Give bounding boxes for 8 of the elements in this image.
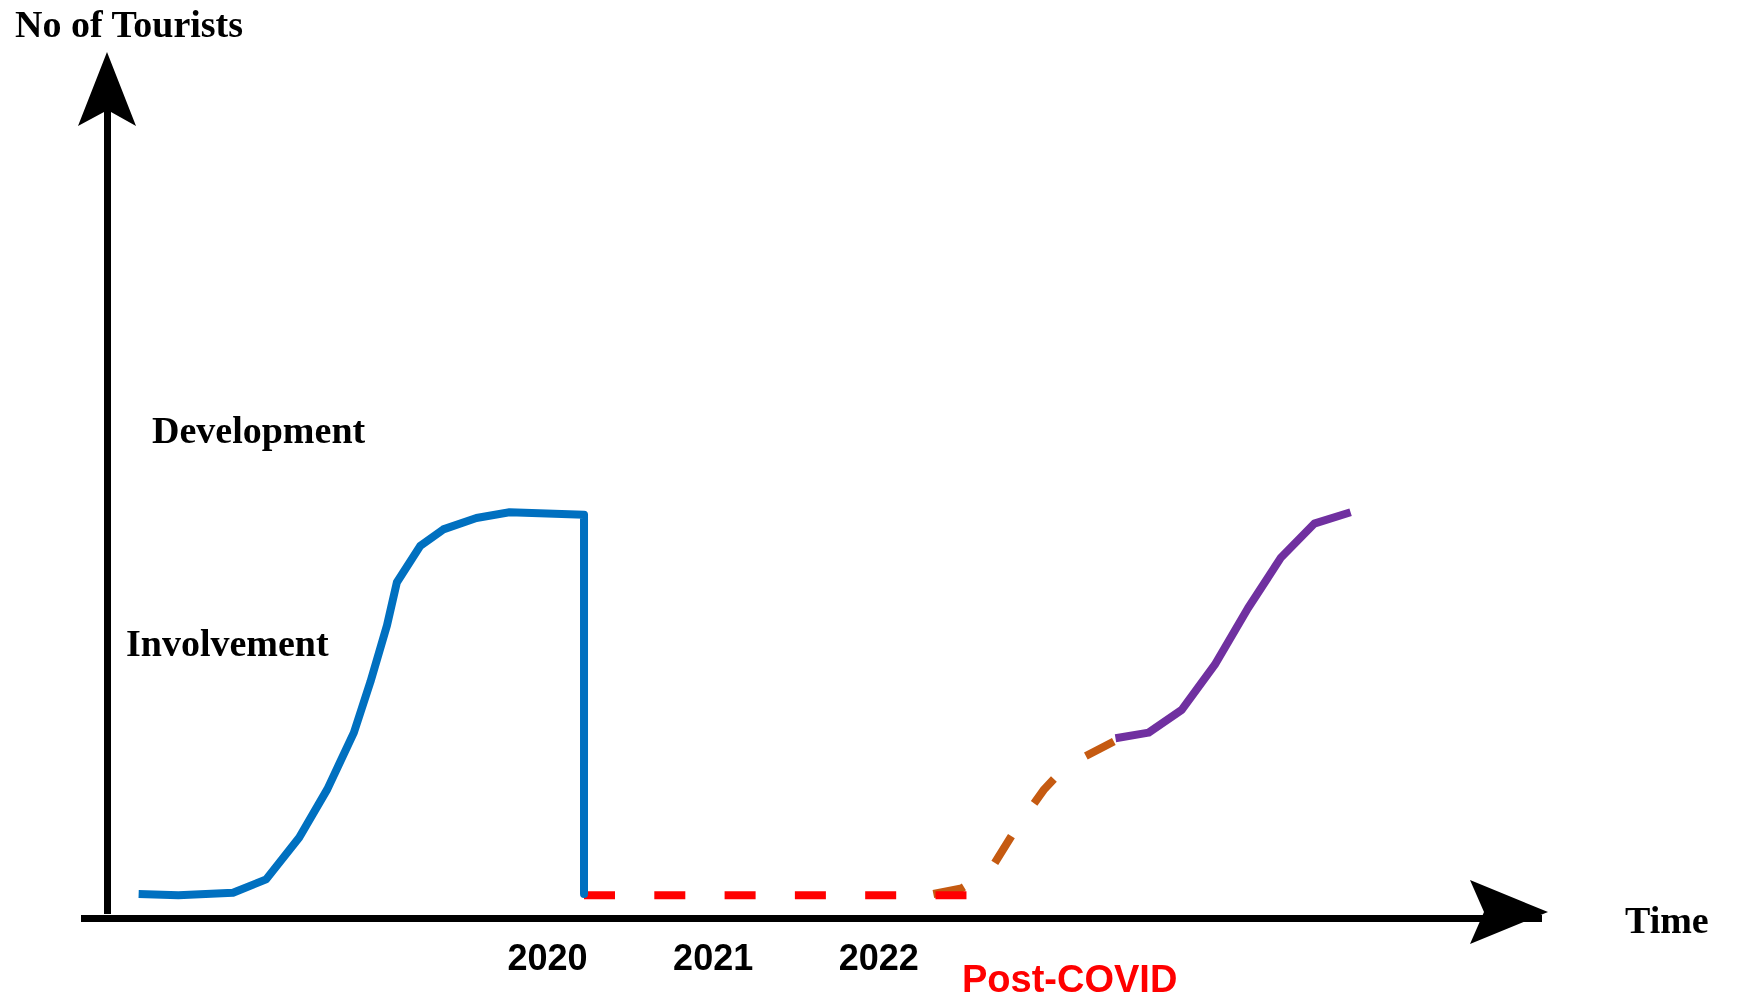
x-tick-label: 2021 (673, 937, 754, 979)
text: No of Tourists (15, 2, 244, 46)
text: Development (152, 408, 366, 452)
annotation: Involvement (126, 621, 330, 666)
text: Post-COVID (962, 958, 1178, 1001)
x-axis-title: Time (1625, 898, 1709, 942)
x-tick-label: 2022 (838, 937, 919, 979)
x-tick-label: 2020 (507, 937, 588, 979)
